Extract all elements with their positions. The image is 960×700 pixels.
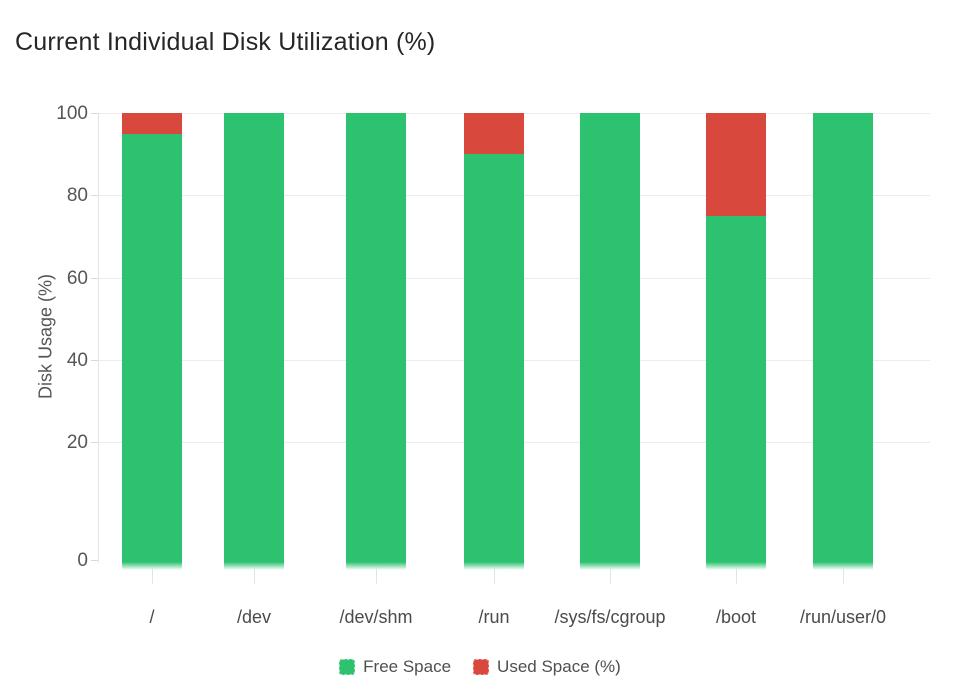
legend-swatch-icon xyxy=(473,659,490,675)
x-tick-mark xyxy=(610,568,611,584)
bar-bottom-fade xyxy=(464,562,524,570)
bar-segment-used[interactable] xyxy=(122,113,182,134)
x-tick-mark xyxy=(494,568,495,584)
chart-legend: Free Space Used Space (%) xyxy=(0,657,960,677)
y-tick-label: 80 xyxy=(66,185,88,206)
bar-bottom-fade xyxy=(813,562,873,570)
bar-bottom-fade xyxy=(224,562,284,570)
bar[interactable] xyxy=(580,113,640,570)
bar[interactable] xyxy=(464,113,524,570)
legend-swatch-icon xyxy=(339,659,356,675)
bar-segment-free[interactable] xyxy=(813,113,873,562)
bar-segment-free[interactable] xyxy=(346,113,406,562)
x-axis-label: /dev xyxy=(236,607,272,627)
bar[interactable] xyxy=(224,113,284,570)
x-axis-label: / xyxy=(149,607,155,627)
y-tick-label: 20 xyxy=(66,432,88,453)
bar[interactable] xyxy=(706,113,766,570)
bar[interactable] xyxy=(813,113,873,570)
bar-segment-free[interactable] xyxy=(464,154,524,562)
y-tick-mark xyxy=(91,360,98,361)
x-axis-label: /boot xyxy=(715,607,757,627)
y-tick-label: 100 xyxy=(56,103,88,124)
y-tick-mark xyxy=(91,278,98,279)
y-tick-mark xyxy=(91,560,98,561)
bar[interactable] xyxy=(346,113,406,570)
x-tick-mark xyxy=(736,568,737,584)
y-tick-label: 40 xyxy=(66,350,88,371)
bar-bottom-fade xyxy=(346,562,406,570)
y-axis-line xyxy=(98,113,99,563)
bar-segment-free[interactable] xyxy=(224,113,284,562)
y-tick-mark xyxy=(91,442,98,443)
y-tick-label: 0 xyxy=(77,550,88,571)
x-axis-label: /run xyxy=(478,607,510,627)
bar-segment-used[interactable] xyxy=(706,113,766,216)
x-tick-mark xyxy=(152,568,153,584)
y-tick-mark xyxy=(91,113,98,114)
x-tick-mark xyxy=(254,568,255,584)
chart-title: Current Individual Disk Utilization (%) xyxy=(15,28,436,56)
bar-bottom-fade xyxy=(706,562,766,570)
x-axis-label: /sys/fs/cgroup xyxy=(554,607,666,627)
x-axis-label: /dev/shm xyxy=(339,607,413,627)
y-tick-label: 60 xyxy=(66,268,88,289)
bar-segment-free[interactable] xyxy=(580,113,640,562)
x-tick-mark xyxy=(376,568,377,584)
bar-segment-used[interactable] xyxy=(464,113,524,155)
legend-item-used-space[interactable]: Used Space (%) xyxy=(473,657,621,677)
bar[interactable] xyxy=(122,113,182,570)
bar-segment-free[interactable] xyxy=(706,215,766,562)
bar-segment-free[interactable] xyxy=(122,133,182,562)
y-tick-mark xyxy=(91,195,98,196)
legend-label: Used Space (%) xyxy=(497,657,621,676)
bar-bottom-fade xyxy=(580,562,640,570)
x-axis-label: /run/user/0 xyxy=(799,607,887,627)
bar-bottom-fade xyxy=(122,562,182,570)
x-tick-mark xyxy=(843,568,844,584)
legend-item-free-space[interactable]: Free Space xyxy=(339,657,451,677)
legend-label: Free Space xyxy=(363,657,452,676)
